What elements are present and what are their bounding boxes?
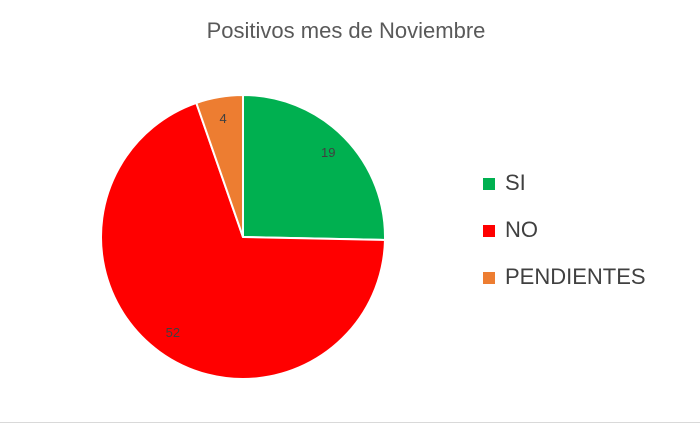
legend-label: SI xyxy=(505,170,526,195)
value-label: 4 xyxy=(219,111,226,126)
pie-slice xyxy=(242,93,386,241)
legend-label: PENDIENTES xyxy=(505,264,646,289)
pie-slice xyxy=(100,101,386,380)
legend-swatch xyxy=(483,178,495,190)
pie-slice xyxy=(195,93,244,238)
legend-label: NO xyxy=(505,217,538,242)
legend-swatch xyxy=(483,225,495,237)
chart-title: Positivos mes de Noviembre xyxy=(207,18,486,43)
value-label: 52 xyxy=(166,325,180,340)
value-label: 19 xyxy=(321,145,335,160)
legend-swatch xyxy=(483,272,495,284)
